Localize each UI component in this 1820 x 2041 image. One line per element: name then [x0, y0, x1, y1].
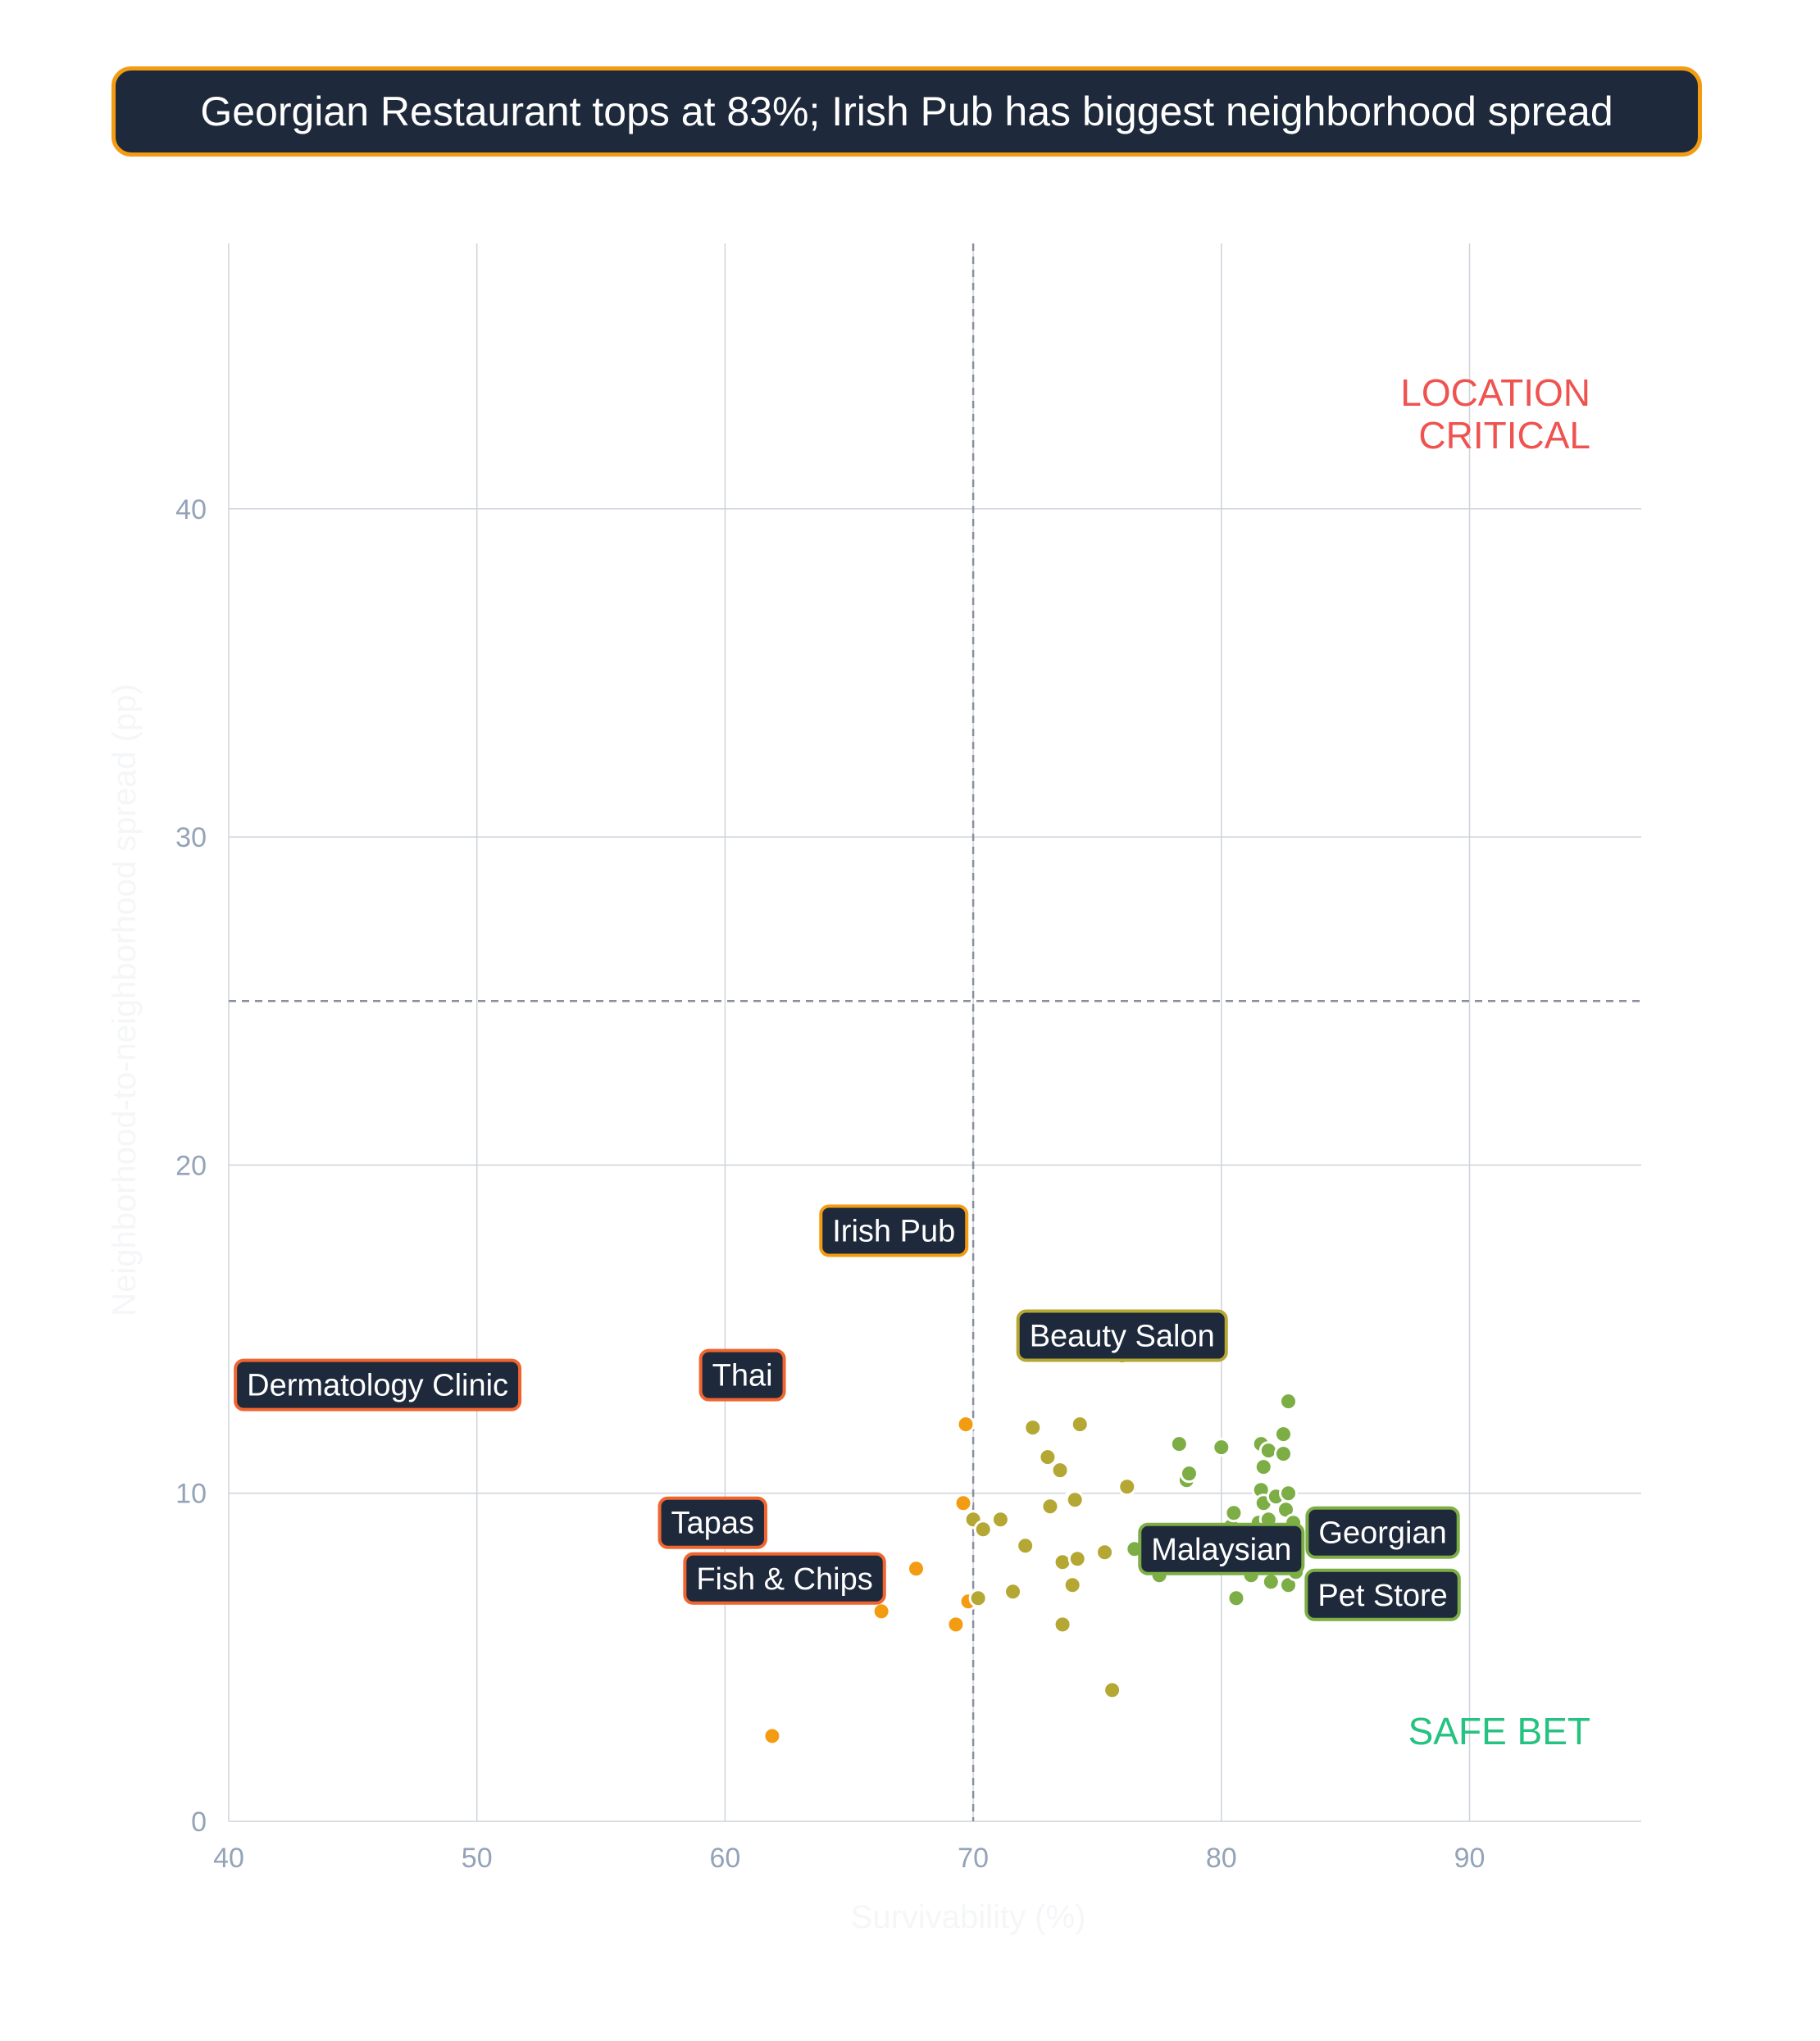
callout-box	[819, 1204, 969, 1257]
x-tick-label: 50	[462, 1843, 493, 1874]
callout: Tapas	[657, 1496, 767, 1549]
data-point	[906, 1559, 926, 1579]
callout-box	[1304, 1568, 1461, 1621]
data-point	[1053, 1552, 1072, 1572]
data-point	[1103, 1680, 1122, 1700]
data-point	[1050, 1461, 1070, 1480]
callout: Beauty Salon	[1016, 1309, 1228, 1362]
quadrant-label-location-critical: LOCATION	[1400, 371, 1590, 414]
callout-box	[698, 1348, 786, 1402]
data-point	[956, 1415, 976, 1434]
data-point	[1169, 1434, 1189, 1454]
callout: Malaysian	[1138, 1522, 1305, 1575]
data-point	[1179, 1464, 1199, 1484]
callout-box	[683, 1552, 886, 1605]
data-point	[1070, 1415, 1090, 1434]
y-axis-title: Neighborhood-to-neighborhood spread (pp)	[107, 684, 143, 1316]
callout-label: Georgian	[1318, 1516, 1446, 1551]
data-point	[968, 1589, 988, 1608]
callout: Irish Pub	[819, 1204, 969, 1257]
data-point	[1261, 1572, 1281, 1592]
quadrant-label-location-critical: CRITICAL	[1418, 414, 1590, 457]
y-tick-label: 30	[175, 822, 207, 853]
callout-label: Irish Pub	[832, 1214, 955, 1248]
callout: Pet Store	[1304, 1568, 1461, 1621]
data-point	[1254, 1457, 1273, 1477]
data-point	[1023, 1418, 1043, 1438]
data-point	[973, 1520, 993, 1539]
y-tick-label: 0	[191, 1807, 207, 1838]
data-point	[1273, 1425, 1293, 1444]
data-point	[1273, 1444, 1293, 1464]
data-point	[1226, 1589, 1246, 1608]
tick-labels: 40 50 60 70 80 90 0 10 20 30 40	[175, 494, 1485, 1874]
callout-box	[1138, 1522, 1305, 1575]
data-point	[762, 1726, 782, 1746]
data-point	[953, 1493, 973, 1513]
x-tick-label: 60	[709, 1843, 740, 1874]
data-point	[990, 1510, 1010, 1530]
data-point	[1003, 1582, 1023, 1602]
data-point	[1279, 1392, 1299, 1411]
callout-label: Malaysian	[1151, 1533, 1291, 1567]
callout-box	[1305, 1506, 1460, 1559]
data-point	[1065, 1490, 1085, 1510]
x-tick-label: 70	[958, 1843, 989, 1874]
callout-label: Thai	[712, 1359, 773, 1393]
callouts: Irish Pub Beauty Salon Dermatology Clinic T…	[234, 1204, 1461, 1621]
callout-label: Pet Store	[1317, 1579, 1447, 1613]
reference-lines	[229, 243, 1641, 1821]
data-point	[1062, 1575, 1082, 1595]
data-point	[871, 1602, 891, 1621]
callout: Dermatology Clinic	[234, 1358, 522, 1411]
data-point	[1095, 1543, 1115, 1562]
callout-box	[657, 1496, 767, 1549]
callout: Georgian	[1305, 1506, 1460, 1559]
chart-title: Georgian Restaurant tops at 83%; Irish P…	[111, 66, 1702, 157]
y-tick-label: 10	[175, 1479, 207, 1510]
callout-label: Beauty Salon	[1030, 1320, 1215, 1354]
y-tick-label: 40	[175, 494, 207, 525]
data-point	[1016, 1536, 1035, 1556]
data-point	[1117, 1477, 1137, 1497]
x-tick-label: 40	[213, 1843, 244, 1874]
callout-box	[1016, 1309, 1228, 1362]
data-point	[1258, 1441, 1278, 1461]
callout: Thai	[698, 1348, 786, 1402]
callout-box	[234, 1358, 522, 1411]
x-tick-label: 90	[1454, 1843, 1486, 1874]
data-point	[1040, 1497, 1060, 1516]
data-point	[1224, 1503, 1244, 1523]
callout-label: Fish & Chips	[696, 1562, 872, 1597]
data-point	[1053, 1615, 1072, 1634]
data-point	[1279, 1484, 1299, 1503]
x-axis-title: Survivability (%)	[851, 1899, 1086, 1935]
quadrant-label-safe-bet: SAFE BET	[1408, 1710, 1590, 1752]
data-point	[1038, 1448, 1058, 1467]
callout-label: Dermatology Clinic	[247, 1369, 508, 1403]
data-point	[1067, 1549, 1087, 1569]
data-point	[1212, 1438, 1231, 1457]
y-tick-label: 20	[175, 1150, 207, 1181]
axis-titles: Survivability (%) Neighborhood-to-neighbo…	[107, 684, 1085, 1935]
data-point	[946, 1615, 966, 1634]
x-tick-label: 80	[1206, 1843, 1237, 1874]
callout-label: Tapas	[671, 1507, 754, 1541]
callout: Fish & Chips	[683, 1552, 886, 1605]
